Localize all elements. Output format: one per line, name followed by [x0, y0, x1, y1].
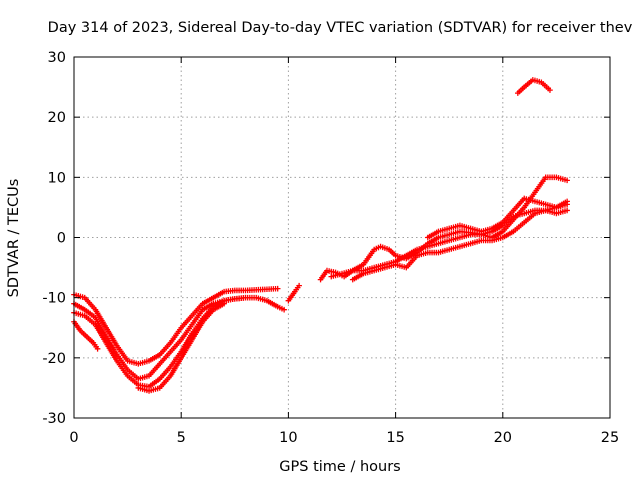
x-tick-label: 10: [279, 430, 297, 446]
y-tick-label: 0: [57, 231, 66, 247]
x-tick-label: 20: [494, 430, 512, 446]
data-point: [221, 300, 227, 307]
data-point: [564, 177, 570, 184]
x-tick-label: 25: [601, 430, 619, 446]
series-track-f: [285, 282, 302, 304]
grid-lines: [74, 57, 610, 418]
series-track-e: [135, 300, 227, 394]
series-track-a: [71, 285, 281, 367]
data-point: [564, 198, 570, 205]
data-point: [242, 294, 249, 301]
data-point: [94, 346, 101, 352]
y-tick-label: -30: [42, 411, 66, 427]
data-series: [71, 77, 570, 394]
x-tick-label: 15: [386, 430, 404, 446]
series-track-k: [515, 77, 553, 96]
data-point: [274, 285, 281, 292]
series-track-g: [317, 174, 570, 283]
series-track-c: [71, 294, 249, 382]
y-tick-label: 20: [48, 110, 66, 126]
y-tick-label: 10: [48, 170, 66, 186]
data-point: [296, 282, 302, 289]
axis-ticks: 0 5 10 15 20 25 -30 -20 -10 0 10 20 30: [42, 50, 619, 446]
y-axis-label: SDTVAR / TECUs: [6, 179, 22, 298]
y-tick-label: -20: [42, 351, 66, 367]
x-tick-label: 5: [177, 430, 186, 446]
y-tick-label: 30: [48, 50, 66, 66]
data-point: [564, 207, 570, 214]
series-track-j: [424, 195, 570, 241]
series-track-i: [349, 207, 570, 283]
chart-title: Day 314 of 2023, Sidereal Day-to-day VTE…: [48, 20, 633, 36]
x-axis-label: GPS time / hours: [279, 459, 400, 475]
y-tick-label: -10: [42, 291, 66, 307]
data-point: [281, 306, 287, 313]
data-point: [547, 87, 553, 93]
x-tick-label: 0: [69, 430, 78, 446]
